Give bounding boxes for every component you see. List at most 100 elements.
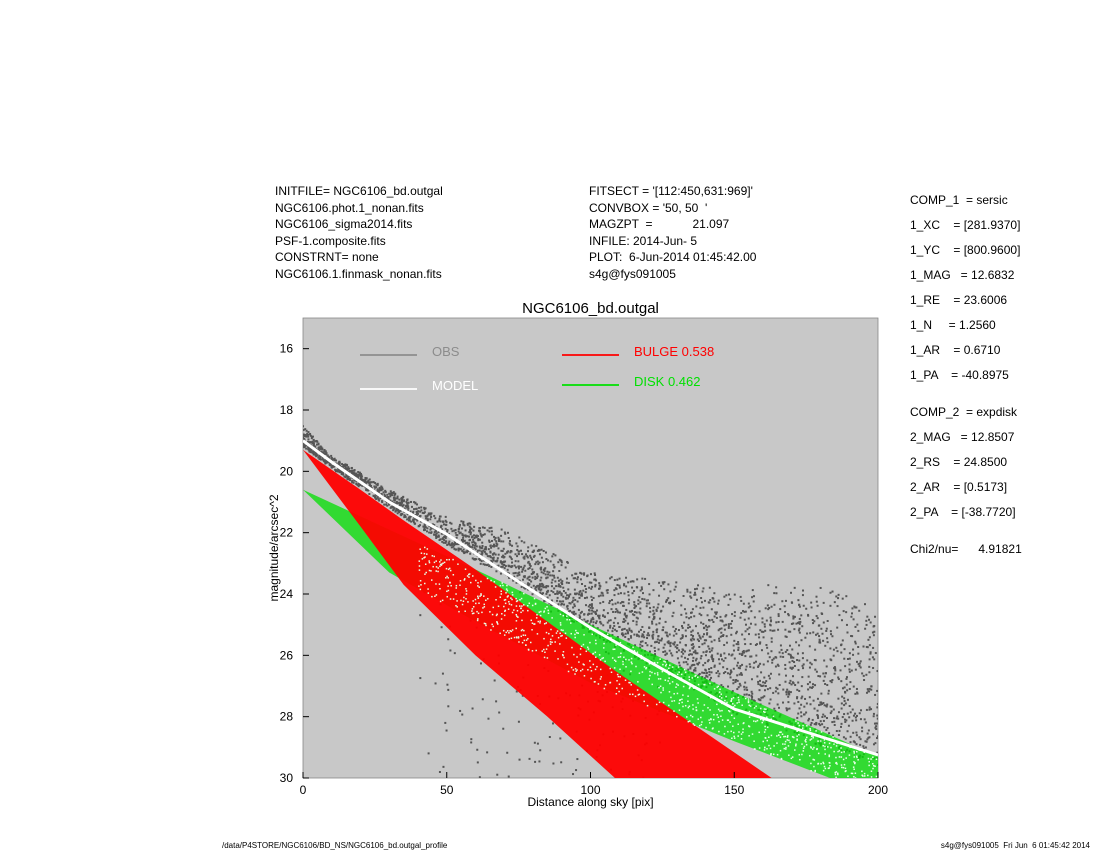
- model-point: [822, 761, 824, 764]
- obs-point: [729, 671, 732, 674]
- model-point: [786, 739, 789, 741]
- obs-point: [684, 635, 687, 638]
- obs-point: [474, 542, 477, 545]
- obs-point: [816, 714, 819, 717]
- obs-point: [577, 608, 580, 611]
- model-point: [798, 734, 800, 736]
- obs-point: [456, 543, 459, 546]
- obs-point: [579, 611, 582, 614]
- model-point: [710, 718, 712, 721]
- obs-point: [390, 505, 393, 508]
- obs-point: [538, 585, 541, 588]
- model-point: [472, 606, 475, 608]
- obs-point: [431, 523, 434, 526]
- obs-point: [524, 553, 527, 556]
- obs-point: [678, 664, 681, 667]
- model-point: [613, 659, 616, 662]
- obs-point: [848, 705, 851, 708]
- obs-point: [788, 661, 791, 664]
- obs-point: [486, 529, 489, 532]
- model-point: [482, 607, 484, 609]
- model-point: [606, 633, 609, 636]
- model-point: [779, 731, 781, 734]
- model-point: [419, 548, 421, 550]
- obs-point: [526, 555, 529, 558]
- obs-point: [606, 589, 609, 592]
- obs-point: [774, 656, 777, 659]
- obs-point: [817, 624, 820, 627]
- obs-point: [444, 527, 447, 530]
- obs-point: [638, 635, 641, 638]
- obs-point: [694, 591, 697, 594]
- obs-point: [495, 700, 498, 703]
- obs-point: [655, 609, 658, 612]
- obs-point: [351, 473, 354, 476]
- obs-point: [855, 743, 858, 746]
- obs-point: [787, 695, 790, 698]
- obs-point: [367, 489, 370, 492]
- model-point: [853, 761, 855, 763]
- obs-point: [572, 599, 575, 602]
- model-point: [817, 762, 820, 765]
- obs-point: [514, 566, 517, 569]
- obs-point: [876, 737, 878, 740]
- obs-point: [699, 637, 702, 640]
- obs-point: [567, 581, 570, 584]
- obs-point: [796, 697, 799, 700]
- obs-point: [705, 650, 708, 653]
- obs-point: [729, 622, 732, 625]
- legend-obs-label: OBS: [432, 344, 460, 359]
- obs-point: [460, 520, 463, 523]
- obs-point: [395, 502, 398, 505]
- model-point: [810, 747, 812, 749]
- obs-point: [579, 590, 582, 593]
- model-point: [424, 556, 426, 558]
- obs-point: [781, 652, 784, 655]
- obs-point: [777, 692, 780, 695]
- obs-point: [730, 626, 733, 629]
- obs-point: [480, 535, 483, 538]
- obs-point: [750, 610, 753, 613]
- obs-point: [740, 673, 743, 676]
- obs-point: [626, 631, 629, 634]
- obs-point: [692, 651, 695, 654]
- obs-point: [853, 741, 856, 744]
- obs-point: [435, 532, 438, 535]
- model-point: [688, 678, 691, 681]
- obs-point: [817, 675, 820, 678]
- obs-point: [870, 685, 873, 688]
- obs-point: [427, 512, 430, 515]
- obs-point: [703, 599, 706, 602]
- obs-point: [444, 519, 447, 522]
- model-point: [615, 644, 617, 646]
- obs-point: [567, 610, 570, 613]
- model-point: [678, 709, 681, 711]
- obs-point: [318, 446, 321, 449]
- obs-point: [443, 539, 446, 542]
- obs-point: [645, 602, 648, 605]
- obs-point: [768, 677, 771, 680]
- obs-point: [871, 631, 874, 634]
- model-point: [716, 686, 719, 688]
- obs-point: [607, 619, 610, 622]
- obs-point: [667, 597, 670, 600]
- obs-point: [669, 645, 672, 648]
- model-point: [471, 608, 474, 610]
- model-point: [456, 600, 458, 602]
- obs-point: [352, 481, 355, 484]
- obs-point: [562, 595, 565, 598]
- model-point: [729, 721, 731, 723]
- obs-point: [663, 643, 666, 646]
- obs-point: [747, 606, 750, 609]
- obs-point: [864, 740, 867, 743]
- obs-point: [651, 620, 654, 623]
- model-point: [687, 695, 689, 697]
- obs-point: [679, 641, 682, 644]
- obs-point: [815, 633, 818, 636]
- obs-point: [392, 491, 395, 494]
- model-point: [539, 620, 541, 622]
- obs-point: [478, 538, 481, 541]
- obs-point: [337, 469, 340, 472]
- model-point: [418, 569, 421, 571]
- obs-point: [576, 576, 579, 579]
